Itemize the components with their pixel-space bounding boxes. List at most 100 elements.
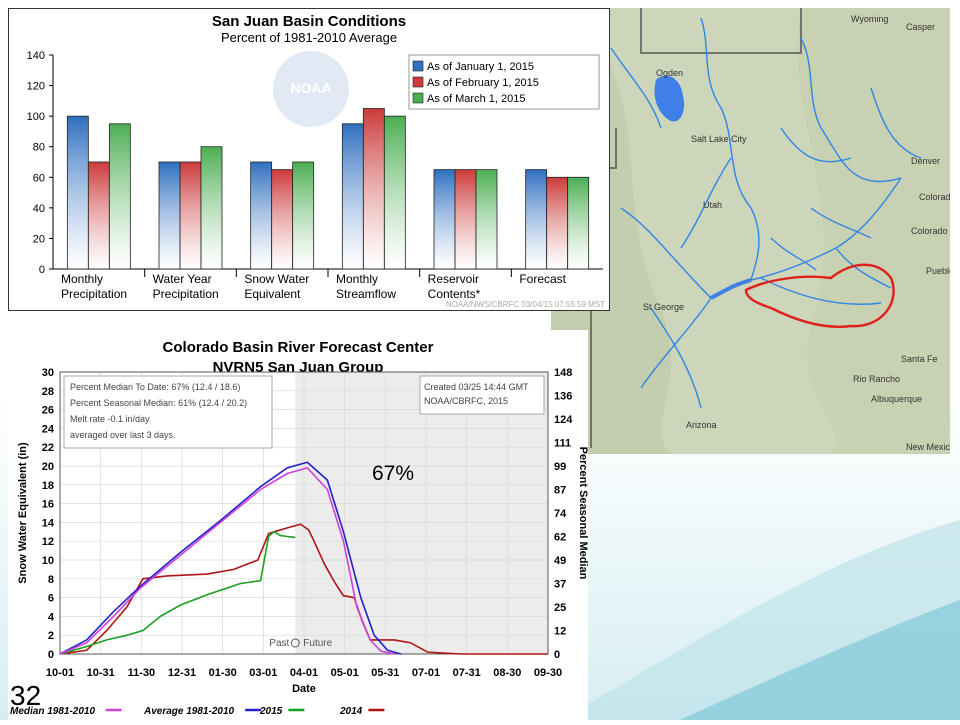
info-line: Percent Seasonal Median: 61% (12.4 / 20.… [70,398,247,408]
y-tick-label: 12 [42,536,54,548]
y2-tick-label: 87 [554,485,566,497]
x-tick-label: 10-31 [87,667,115,679]
y-tick-label: 2 [48,630,54,642]
y-tick-label: 30 [42,367,54,379]
bar [108,123,131,270]
y-tick-label: 28 [42,386,54,398]
y2-tick-label: 62 [554,532,566,544]
y-tick-label: 120 [27,81,45,93]
chart-title: San Juan Basin Conditions [212,13,406,30]
snow-water-chart: Colorado Basin River Forecast Center NVR… [8,330,589,720]
bar [454,169,477,270]
bar [475,169,498,270]
legend-label: Median 1981-2010 [10,706,95,717]
bar [383,115,406,270]
created-line: Created 03/25 14:44 GMT [424,382,529,392]
bar [271,169,294,270]
great-salt-lake [654,75,685,122]
san-juan-basin-outline [744,263,895,328]
river-line [680,157,732,249]
map-label: Colorado [919,192,950,202]
map-label: Salt Lake City [691,134,747,144]
series-line [59,530,296,655]
map-label: New Mexico [906,442,950,452]
map-label: Arizona [686,420,717,430]
y-tick-label: 80 [33,142,45,154]
map-label: St George [643,302,684,312]
slide-number: 32 [10,680,42,711]
y2-tick-label: 148 [554,367,572,379]
y2-tick-label: 0 [554,649,560,661]
basin-conditions-chart: San Juan Basin Conditions Percent of 198… [8,8,610,311]
bar [158,161,181,270]
bar [179,161,202,270]
clock-icon [290,638,300,648]
lake-powell [710,278,752,300]
y-tick-label: 140 [27,50,45,62]
map-label: Denver [911,156,940,166]
category-label: Water Year [153,272,212,286]
info-line: Percent Median To Date: 67% (12.4 / 18.6… [70,382,240,392]
noaa-watermark: NOAA [273,51,349,127]
y-tick-label: 10 [42,555,54,567]
y2-tick-label: 25 [554,602,566,614]
chart-footer: NOAA/NWS/CBRFC 03/04/15 07:55:59 MST [446,300,605,309]
x-tick-label: 07-01 [412,667,440,679]
info-line: Melt rate -0.1 in/day [70,414,150,424]
river-line [760,277,882,305]
y-tick-label: 14 [42,517,55,529]
bar [292,161,315,270]
category-label: Monthly [336,272,378,286]
plot-frame [59,371,549,655]
series-line [59,523,548,655]
info-box [63,375,273,449]
legend-label: Average 1981-2010 [143,706,235,717]
category-label: Precipitation [61,287,127,301]
y-tick-label: 60 [33,172,45,184]
river-line [800,37,902,183]
category-label: Contents* [428,287,481,301]
bar [87,161,110,270]
x-tick-label: 07-31 [453,667,481,679]
x-tick-label: 01-30 [209,667,237,679]
y-tick-label: 20 [33,233,45,245]
series-line [59,466,395,655]
bar [546,176,569,270]
bar [567,176,590,270]
river-line [835,247,892,289]
x-tick-label: 12-31 [168,667,196,679]
past-label: Past [269,638,289,649]
y2-tick-label: 49 [554,555,566,567]
map-label: Albuquerque [871,394,922,404]
y-tick-label: 0 [39,264,45,276]
y-tick-label: 8 [48,574,54,586]
map-label: Santa Fe [901,354,938,364]
y-tick-label: 4 [48,611,55,623]
future-label: Future [303,638,332,649]
noaa-watermark-text: NOAA [290,80,331,96]
y2-tick-label: 124 [554,414,573,426]
bar [362,108,385,270]
river-line [620,207,712,299]
map-label: Colorado Springs [911,226,950,236]
y-tick-label: 0 [48,649,54,661]
category-label: Snow Water [244,272,309,286]
y2-tick-label: 99 [554,461,566,473]
river-line [770,237,817,271]
river-line [870,87,922,159]
river-line [700,17,760,281]
river-line [640,297,712,389]
category-label: Reservoir [428,272,479,286]
bar [250,161,273,270]
map-label: Utah [703,200,722,210]
chart-subtitle: Percent of 1981-2010 Average [221,30,397,45]
info-line: averaged over last 3 days. [70,430,176,440]
x-tick-label: 05-01 [331,667,359,679]
river-line [610,47,662,129]
y-tick-label: 24 [42,423,55,435]
legend-label: 2015 [259,706,283,717]
x-tick-label: 08-30 [493,667,521,679]
y2-tick-label: 136 [554,391,572,403]
category-label: Precipitation [153,287,219,301]
y-tick-label: 20 [42,461,54,473]
